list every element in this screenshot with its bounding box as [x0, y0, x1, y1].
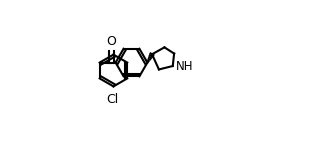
- Text: NH: NH: [176, 60, 194, 72]
- Text: Cl: Cl: [107, 93, 119, 106]
- Text: O: O: [106, 35, 116, 48]
